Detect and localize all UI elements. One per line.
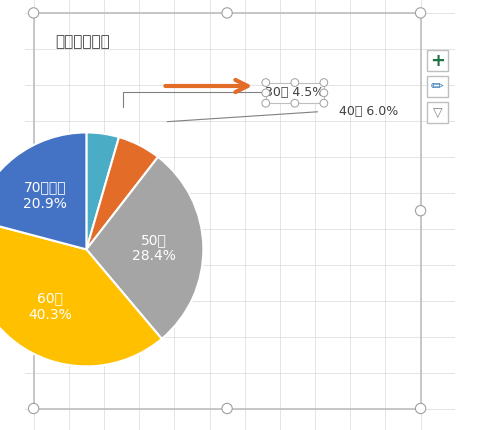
Text: 60代
40.3%: 60代 40.3% (28, 292, 72, 322)
FancyBboxPatch shape (427, 76, 448, 97)
Wedge shape (0, 132, 86, 249)
Circle shape (28, 206, 39, 216)
Circle shape (262, 79, 270, 86)
Wedge shape (86, 157, 204, 339)
Circle shape (262, 99, 270, 107)
Text: ▽: ▽ (432, 106, 442, 119)
Circle shape (416, 8, 426, 18)
Bar (266, 83, 324, 103)
FancyBboxPatch shape (427, 102, 448, 123)
Circle shape (222, 8, 232, 18)
Wedge shape (86, 137, 158, 249)
Circle shape (222, 403, 232, 414)
Text: +: + (430, 52, 445, 70)
Text: ✏: ✏ (431, 79, 444, 94)
Wedge shape (86, 132, 119, 249)
Circle shape (291, 79, 299, 86)
Circle shape (320, 89, 328, 97)
Circle shape (28, 8, 39, 18)
Circle shape (416, 206, 426, 216)
Text: 50代
28.4%: 50代 28.4% (132, 233, 176, 263)
FancyBboxPatch shape (427, 50, 448, 71)
Text: 40代 6.0%: 40代 6.0% (339, 105, 398, 118)
Text: 70代以上
20.9%: 70代以上 20.9% (23, 181, 67, 211)
Circle shape (28, 403, 39, 414)
Circle shape (416, 403, 426, 414)
Text: 30代 4.5%: 30代 4.5% (265, 86, 324, 99)
Circle shape (291, 99, 299, 107)
Text: お客様の割合: お客様の割合 (55, 34, 110, 49)
Circle shape (262, 89, 270, 97)
Wedge shape (0, 219, 162, 366)
Circle shape (320, 79, 328, 86)
Circle shape (320, 99, 328, 107)
